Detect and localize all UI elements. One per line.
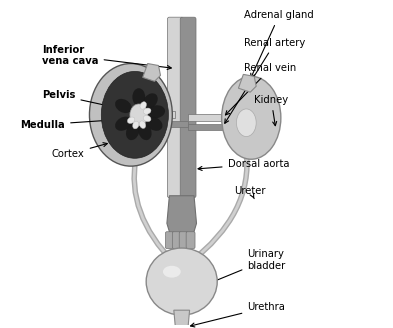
- Ellipse shape: [133, 121, 139, 129]
- Ellipse shape: [126, 123, 140, 140]
- Text: Dorsal aorta: Dorsal aorta: [198, 159, 289, 171]
- Text: Inferior
vena cava: Inferior vena cava: [42, 45, 171, 70]
- Ellipse shape: [143, 93, 158, 109]
- Text: Urinary
bladder: Urinary bladder: [205, 249, 286, 285]
- Polygon shape: [174, 310, 189, 328]
- Ellipse shape: [146, 117, 162, 131]
- Ellipse shape: [90, 64, 172, 166]
- Ellipse shape: [237, 109, 256, 136]
- FancyBboxPatch shape: [165, 232, 174, 249]
- Text: Kidney: Kidney: [254, 95, 288, 126]
- Bar: [188, 124, 225, 130]
- Bar: [188, 114, 225, 121]
- FancyBboxPatch shape: [180, 17, 196, 198]
- Polygon shape: [143, 64, 160, 81]
- Text: Cortex: Cortex: [52, 143, 107, 159]
- FancyBboxPatch shape: [179, 232, 188, 249]
- Ellipse shape: [147, 105, 165, 118]
- Polygon shape: [239, 74, 256, 92]
- Text: Urethra: Urethra: [191, 302, 285, 327]
- Ellipse shape: [140, 102, 147, 109]
- Ellipse shape: [115, 117, 132, 131]
- Ellipse shape: [130, 104, 148, 126]
- Bar: [167, 111, 175, 118]
- Text: Renal artery: Renal artery: [225, 38, 306, 123]
- Ellipse shape: [143, 115, 151, 122]
- Text: Adrenal gland: Adrenal gland: [244, 10, 314, 78]
- FancyBboxPatch shape: [167, 17, 183, 198]
- Ellipse shape: [127, 117, 135, 124]
- FancyBboxPatch shape: [172, 232, 181, 249]
- Text: Renal vein: Renal vein: [226, 64, 297, 115]
- Text: Medulla: Medulla: [20, 118, 112, 130]
- Ellipse shape: [115, 99, 132, 113]
- Ellipse shape: [222, 76, 281, 159]
- Ellipse shape: [143, 108, 151, 114]
- Ellipse shape: [163, 266, 181, 277]
- Ellipse shape: [138, 123, 152, 140]
- Bar: [167, 121, 188, 127]
- Polygon shape: [167, 196, 196, 233]
- Ellipse shape: [101, 72, 168, 158]
- Ellipse shape: [140, 121, 146, 129]
- Text: Ureter: Ureter: [235, 186, 266, 198]
- Text: Pelvis: Pelvis: [42, 90, 132, 112]
- Ellipse shape: [146, 248, 217, 315]
- FancyBboxPatch shape: [186, 232, 195, 249]
- Ellipse shape: [132, 88, 145, 106]
